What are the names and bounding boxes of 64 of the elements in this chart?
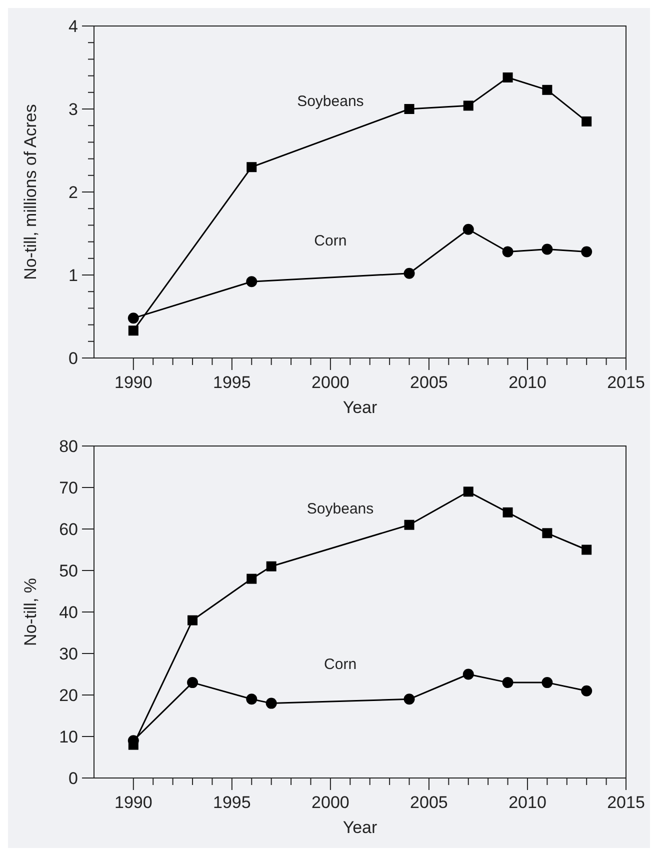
point: [404, 520, 414, 530]
point: [246, 276, 258, 288]
point: [582, 116, 592, 126]
y-tick-label: 20: [59, 686, 78, 705]
y-tick-label: 3: [68, 100, 78, 119]
x-axis-title: Year: [342, 818, 378, 837]
x-tick-label: 2000: [312, 373, 350, 392]
x-tick-label: 2010: [508, 793, 546, 812]
y-tick-label: 50: [59, 561, 78, 580]
point: [462, 668, 474, 680]
x-tick-label: 2015: [607, 373, 645, 392]
y-tick-label: 0: [68, 768, 78, 788]
point: [404, 268, 415, 279]
y-tick-label: 0: [68, 348, 78, 368]
point: [246, 574, 257, 584]
point: [581, 246, 592, 258]
point: [542, 84, 552, 95]
series-label: Soybeans: [297, 93, 364, 110]
point: [188, 615, 198, 626]
series-label: Corn: [324, 656, 357, 674]
x-tick-label: 2015: [607, 793, 645, 812]
x-tick-label: 1990: [114, 793, 152, 812]
point: [128, 326, 138, 336]
x-tick-label: 2010: [508, 373, 546, 392]
x-axis-title: Year: [342, 398, 378, 417]
point: [404, 104, 414, 114]
y-tick-label: 10: [59, 727, 78, 746]
y-tick-label: 70: [59, 478, 78, 498]
point: [246, 162, 257, 172]
y-tick-label: 2: [68, 182, 78, 202]
y-tick-label: 60: [59, 520, 78, 539]
y-axis-title: No-till, %: [21, 578, 40, 646]
point: [542, 244, 553, 255]
point: [582, 544, 592, 555]
series-label: Corn: [314, 232, 347, 250]
point: [128, 312, 139, 324]
point: [246, 694, 258, 705]
point: [266, 698, 277, 709]
y-tick-label: 30: [59, 644, 78, 664]
y-tick-label: 1: [68, 266, 78, 285]
point: [502, 72, 513, 82]
point: [404, 694, 415, 705]
x-tick-label: 1995: [213, 373, 251, 392]
point: [542, 528, 552, 538]
y-axis-title: No-till, millions of Acres: [21, 104, 40, 280]
x-tick-label: 1995: [213, 793, 251, 812]
x-tick-label: 1990: [114, 373, 152, 392]
x-tick-label: 2005: [410, 373, 448, 392]
x-tick-label: 2000: [312, 793, 350, 812]
series-label: Soybeans: [306, 500, 374, 518]
x-tick-label: 2005: [410, 793, 448, 812]
point: [502, 246, 514, 258]
point: [187, 677, 198, 688]
point: [581, 685, 592, 696]
point: [502, 507, 513, 518]
point: [462, 224, 474, 235]
y-tick-label: 4: [68, 16, 78, 36]
y-tick-label: 40: [59, 602, 78, 622]
y-tick-label: 80: [59, 436, 78, 456]
point: [542, 677, 553, 688]
point: [463, 100, 474, 111]
point: [463, 486, 474, 497]
point: [502, 677, 514, 688]
point: [266, 561, 276, 572]
